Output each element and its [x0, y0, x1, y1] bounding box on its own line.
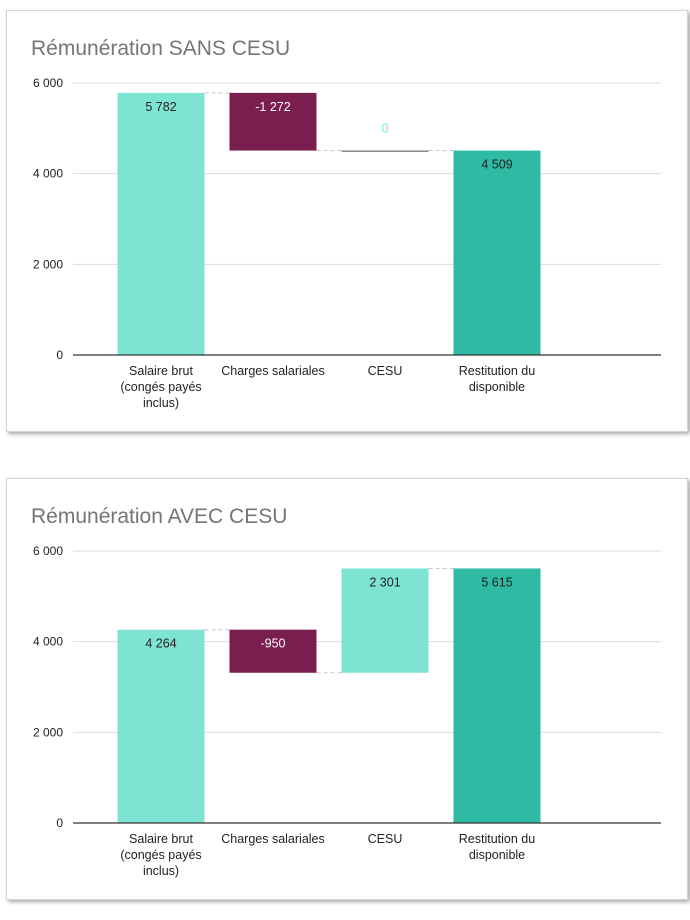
- waterfall-chart-avec-cesu: Rémunération AVEC CESU 0 2 000 4 000 6 000 4 …: [31, 505, 661, 878]
- x-tick-label: CESU: [368, 364, 403, 378]
- y-tick-label: 0: [56, 348, 63, 362]
- x-tick-label-line: Charges salariales: [221, 364, 325, 378]
- data-label: -950: [260, 637, 285, 651]
- x-tick-label-line: (congés payés: [120, 848, 201, 862]
- data-label: 5 615: [481, 575, 512, 589]
- bar: [229, 629, 317, 673]
- y-tick-label: 6 000: [33, 544, 63, 558]
- bar: [117, 629, 205, 823]
- data-label: -1 272: [255, 100, 290, 114]
- x-tick-label: Salaire brut (congés payés inclus): [120, 364, 201, 410]
- x-tick-label: Restitution du disponible: [459, 832, 535, 862]
- chart-card-avec-cesu: Rémunération AVEC CESU 0 2 000 4 000 6 000 4 …: [6, 478, 688, 900]
- x-tick-label-line: CESU: [368, 832, 403, 846]
- bar: [341, 150, 429, 152]
- data-label: 2 301: [369, 575, 400, 589]
- x-tick-label: Salaire brut (congés payés inclus): [120, 832, 201, 878]
- bar: [341, 568, 429, 673]
- chart-title: Rémunération AVEC CESU: [31, 505, 287, 528]
- x-tick-label-line: CESU: [368, 364, 403, 378]
- y-tick-label: 4 000: [33, 167, 63, 181]
- x-tick-label: CESU: [368, 832, 403, 846]
- x-tick-label-line: disponible: [469, 848, 525, 862]
- x-tick-label-line: Salaire brut: [129, 364, 193, 378]
- bar: [117, 92, 205, 356]
- chart-card-sans-cesu: Rémunération SANS CESU 0 2 000 4 000 6 000 5 …: [6, 10, 688, 432]
- x-tick-label-line: Salaire brut: [129, 832, 193, 846]
- y-tick-label: 2 000: [33, 257, 63, 271]
- x-tick-label-line: inclus): [143, 864, 179, 878]
- data-label: 5 782: [145, 100, 176, 114]
- x-tick-label: Charges salariales: [221, 832, 325, 846]
- y-tick-label: 2 000: [33, 725, 63, 739]
- y-tick-label: 6 000: [33, 76, 63, 90]
- x-tick-label-line: inclus): [143, 396, 179, 410]
- bar: [453, 568, 541, 823]
- x-tick-label-line: Charges salariales: [221, 832, 325, 846]
- data-label: 4 509: [481, 158, 512, 172]
- x-tick-label-line: Restitution du: [459, 832, 535, 846]
- y-tick-label: 0: [56, 816, 63, 830]
- x-tick-label: Charges salariales: [221, 364, 325, 378]
- x-tick-label-line: disponible: [469, 380, 525, 394]
- y-tick-label: 4 000: [33, 635, 63, 649]
- x-tick-label-line: Restitution du: [459, 364, 535, 378]
- bar: [453, 150, 541, 355]
- waterfall-chart-sans-cesu: Rémunération SANS CESU 0 2 000 4 000 6 000 5 …: [31, 37, 661, 410]
- bar: [229, 92, 317, 151]
- data-label: 0: [382, 122, 389, 136]
- x-tick-label-line: (congés payés: [120, 380, 201, 394]
- data-label: 4 264: [145, 637, 176, 651]
- x-tick-label: Restitution du disponible: [459, 364, 535, 394]
- chart-title: Rémunération SANS CESU: [31, 37, 290, 60]
